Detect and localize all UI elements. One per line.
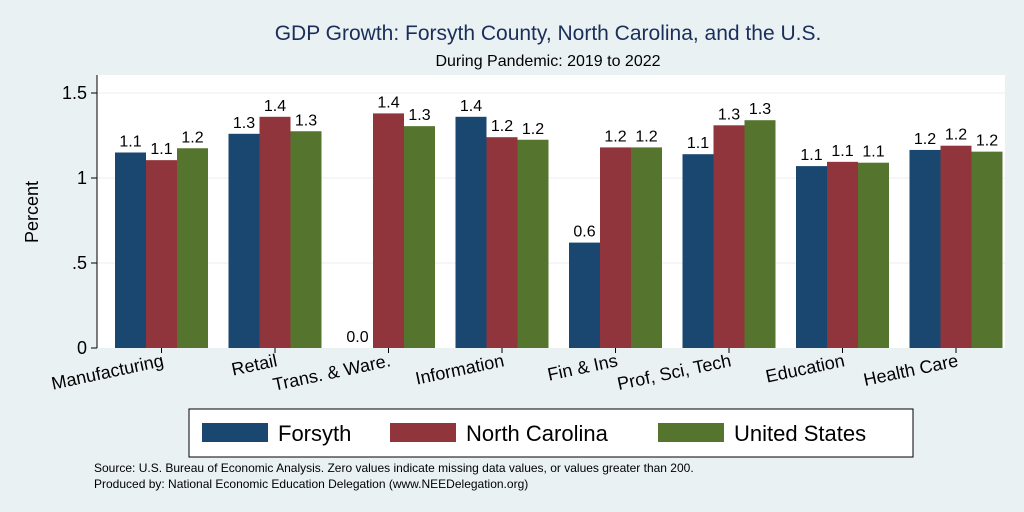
data-label: 1.3	[233, 115, 255, 132]
bar-north-carolina	[146, 160, 177, 348]
bar-united-states	[971, 151, 1003, 348]
legend-swatch	[202, 423, 268, 442]
data-label: 1.2	[945, 127, 967, 144]
bar-north-carolina	[600, 147, 631, 348]
data-label: 0.0	[346, 329, 368, 346]
y-tick-label: 1	[77, 168, 87, 188]
bar-united-states	[858, 162, 889, 348]
bar-north-carolina	[486, 137, 518, 348]
y-ticks: 0 .5 1 1.5	[62, 83, 97, 358]
data-label: 1.3	[749, 101, 771, 118]
bar-forsyth	[569, 242, 600, 348]
y-tick-label: 1.5	[62, 83, 87, 103]
bar-north-carolina	[713, 125, 745, 348]
data-label: 1.1	[831, 143, 853, 160]
data-label: 1.3	[718, 106, 740, 123]
data-label: 1.2	[181, 129, 203, 146]
x-category-label: Information	[414, 350, 506, 388]
legend-items: Forsyth North Carolina United States	[202, 421, 866, 446]
data-label: 1.2	[522, 121, 544, 138]
data-label: 1.1	[119, 134, 141, 151]
data-label: 1.1	[800, 147, 822, 164]
x-category-label: Manufacturing	[50, 350, 166, 393]
y-tick-label: 0	[77, 338, 87, 358]
data-labels: 1.1 1.1 1.2 1.3 1.4 1.3 0.0 1.4 1.3 1.4 1.2 1.2 0.6 1…	[119, 94, 998, 346]
bar-forsyth	[455, 116, 487, 348]
data-label: 1.2	[635, 128, 657, 145]
bar-forsyth	[909, 149, 941, 348]
data-label: 1.2	[914, 131, 936, 148]
data-label: 0.6	[573, 224, 595, 241]
x-category-label: Prof, Sci, Tech	[615, 350, 732, 394]
bar-united-states	[517, 139, 549, 348]
x-category-label: Fin & Ins	[546, 350, 620, 384]
y-tick-label: .5	[72, 253, 87, 273]
data-label: 1.3	[295, 112, 317, 129]
legend-swatch	[390, 423, 456, 442]
chart-subtitle: During Pandemic: 2019 to 2022	[435, 53, 660, 70]
bar-united-states	[404, 126, 435, 349]
data-label: 1.3	[408, 107, 430, 124]
x-category-label: Trans. & Ware.	[271, 350, 392, 394]
chart-title: GDP Growth: Forsyth County, North Caroli…	[275, 22, 822, 45]
y-axis-label: Percent	[22, 181, 42, 243]
data-label: 1.1	[150, 141, 172, 158]
data-label: 1.1	[687, 135, 709, 152]
bar-forsyth	[796, 166, 827, 348]
data-label: 1.1	[862, 144, 884, 161]
source-note: Source: U.S. Bureau of Economic Analysis…	[94, 461, 694, 475]
bar-united-states	[177, 148, 208, 348]
bars	[115, 113, 1003, 349]
bar-north-carolina	[940, 145, 972, 348]
legend	[188, 408, 914, 458]
bar-north-carolina	[827, 161, 858, 348]
x-category-label: Education	[764, 350, 846, 386]
bar-forsyth	[228, 133, 260, 348]
bar-united-states	[290, 131, 322, 348]
data-label: 1.4	[460, 98, 482, 115]
data-label: 1.4	[377, 94, 399, 111]
data-label: 1.2	[604, 128, 626, 145]
produced-by-note: Produced by: National Economic Education…	[94, 477, 528, 491]
bar-united-states	[631, 147, 662, 348]
data-label: 1.2	[491, 118, 513, 135]
bar-north-carolina	[373, 113, 404, 349]
legend-label: Forsyth	[278, 421, 351, 446]
legend-label: United States	[734, 421, 866, 446]
bar-united-states	[744, 120, 776, 348]
data-label: 1.2	[976, 133, 998, 150]
legend-swatch	[658, 423, 724, 442]
bar-forsyth	[115, 152, 146, 348]
x-category-label: Health Care	[862, 350, 960, 390]
bar-north-carolina	[259, 116, 291, 348]
legend-label: North Carolina	[466, 421, 609, 446]
data-label: 1.4	[264, 98, 286, 115]
bar-forsyth	[682, 154, 714, 348]
